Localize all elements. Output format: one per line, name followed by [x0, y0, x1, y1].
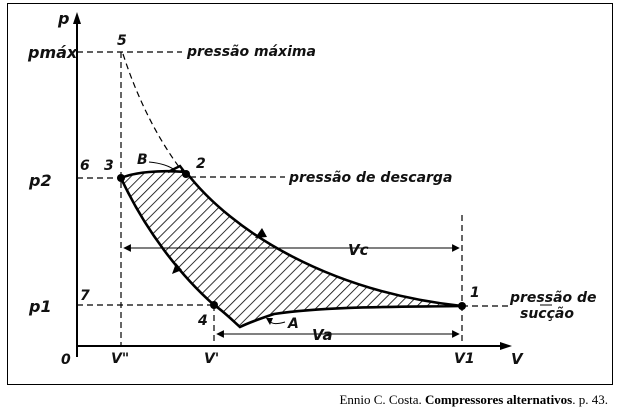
pressao-succao-label-1: pressão de: [509, 290, 597, 306]
point-1-label: 1: [470, 285, 480, 301]
point-1-marker: [458, 302, 466, 310]
expansion-arrow: [172, 263, 182, 274]
point-b-label: B: [137, 152, 148, 168]
p1-label: p1: [28, 297, 52, 316]
v1-label: V1: [454, 351, 475, 367]
v-axis-label: V: [511, 350, 524, 368]
va-label: Va: [312, 326, 333, 344]
isentropic-curve-5-2: [122, 53, 186, 176]
cycle-area: [119, 169, 463, 329]
point-3-label: 3: [104, 158, 114, 174]
v-double-prime-label: V": [111, 351, 129, 367]
diagram-frame: [7, 3, 613, 385]
b-leader: [148, 161, 177, 172]
v-prime-label: V': [204, 351, 219, 367]
v-axis-arrow: [500, 342, 512, 350]
p-axis-label: p: [57, 9, 69, 28]
point-7-label: 7: [80, 288, 90, 304]
a-leader-tip: [266, 318, 273, 325]
caption-author: Ennio C. Costa.: [339, 392, 422, 407]
pressao-descarga-label: pressão de descarga: [288, 170, 452, 186]
p-axis-arrow: [73, 12, 81, 24]
caption-title: Compressores alternativos: [425, 392, 573, 407]
point-2-marker: [182, 170, 190, 178]
p2-label: p2: [28, 171, 52, 190]
point-5-label: 5: [117, 33, 127, 49]
point-3-marker: [117, 174, 125, 182]
point-6-label: 6: [80, 158, 90, 174]
point-4-marker: [210, 301, 218, 309]
caption-page: . p. 43.: [572, 392, 608, 407]
origin-label: 0: [61, 352, 71, 368]
pressao-succao-label-2: sucção: [520, 306, 574, 322]
vc-label: Vc: [348, 241, 369, 259]
pmax-label: pmáx: [27, 43, 78, 62]
caption: Ennio C. Costa. Compressores alternativo…: [339, 392, 608, 408]
point-2-label: 2: [196, 156, 206, 172]
point-4-label: 4: [197, 313, 208, 329]
pressao-maxima-label: pressão máxima: [186, 44, 316, 60]
compression-arrow: [255, 228, 267, 238]
point-a-label: A: [287, 316, 299, 332]
